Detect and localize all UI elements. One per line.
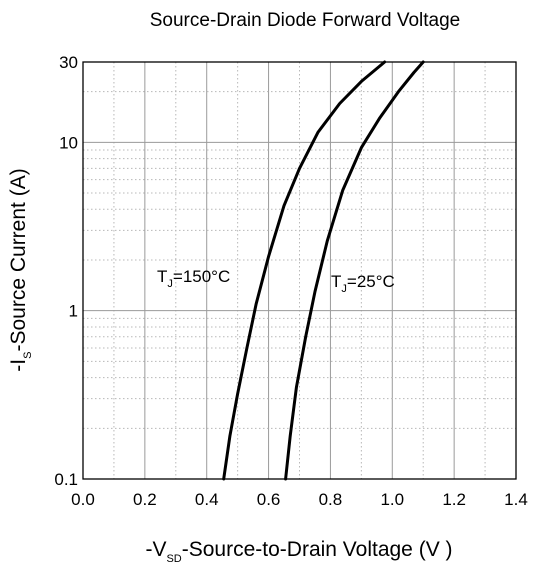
curves xyxy=(222,60,425,481)
y-tick-label: 1 xyxy=(69,302,78,321)
x-tick-label: 0.0 xyxy=(71,490,95,509)
x-tick-label: 0.6 xyxy=(257,490,281,509)
curve-tj-25c xyxy=(284,60,425,481)
y-tick-label: 30 xyxy=(59,53,78,72)
series-label-25c: TJ=25°C xyxy=(331,272,395,295)
series-label-150c: TJ=150°C xyxy=(157,267,230,290)
chart-title: Source-Drain Diode Forward Voltage xyxy=(150,10,461,31)
x-tick-label: 0.8 xyxy=(319,490,343,509)
y-tick-label: 0.1 xyxy=(54,470,78,489)
plot-frame xyxy=(82,61,517,480)
y-tick-label: 10 xyxy=(59,133,78,152)
y-axis-label: -IS-Source Current (A) xyxy=(7,168,34,371)
x-tick-labels: 0.0 0.2 0.4 0.6 0.8 1.0 1.2 1.4 xyxy=(71,490,528,509)
x-tick-label: 0.2 xyxy=(133,490,157,509)
x-tick-label: 0.4 xyxy=(195,490,219,509)
x-axis-label: -VSD-Source-to-Drain Voltage (V ) xyxy=(145,538,452,565)
x-tick-label: 1.2 xyxy=(442,490,466,509)
curve-tj-150c xyxy=(222,60,387,481)
x-tick-label: 1.0 xyxy=(380,490,404,509)
x-tick-label: 1.4 xyxy=(504,490,528,509)
grid xyxy=(83,62,516,479)
y-tick-labels: 0.1 1 10 30 xyxy=(54,53,78,489)
